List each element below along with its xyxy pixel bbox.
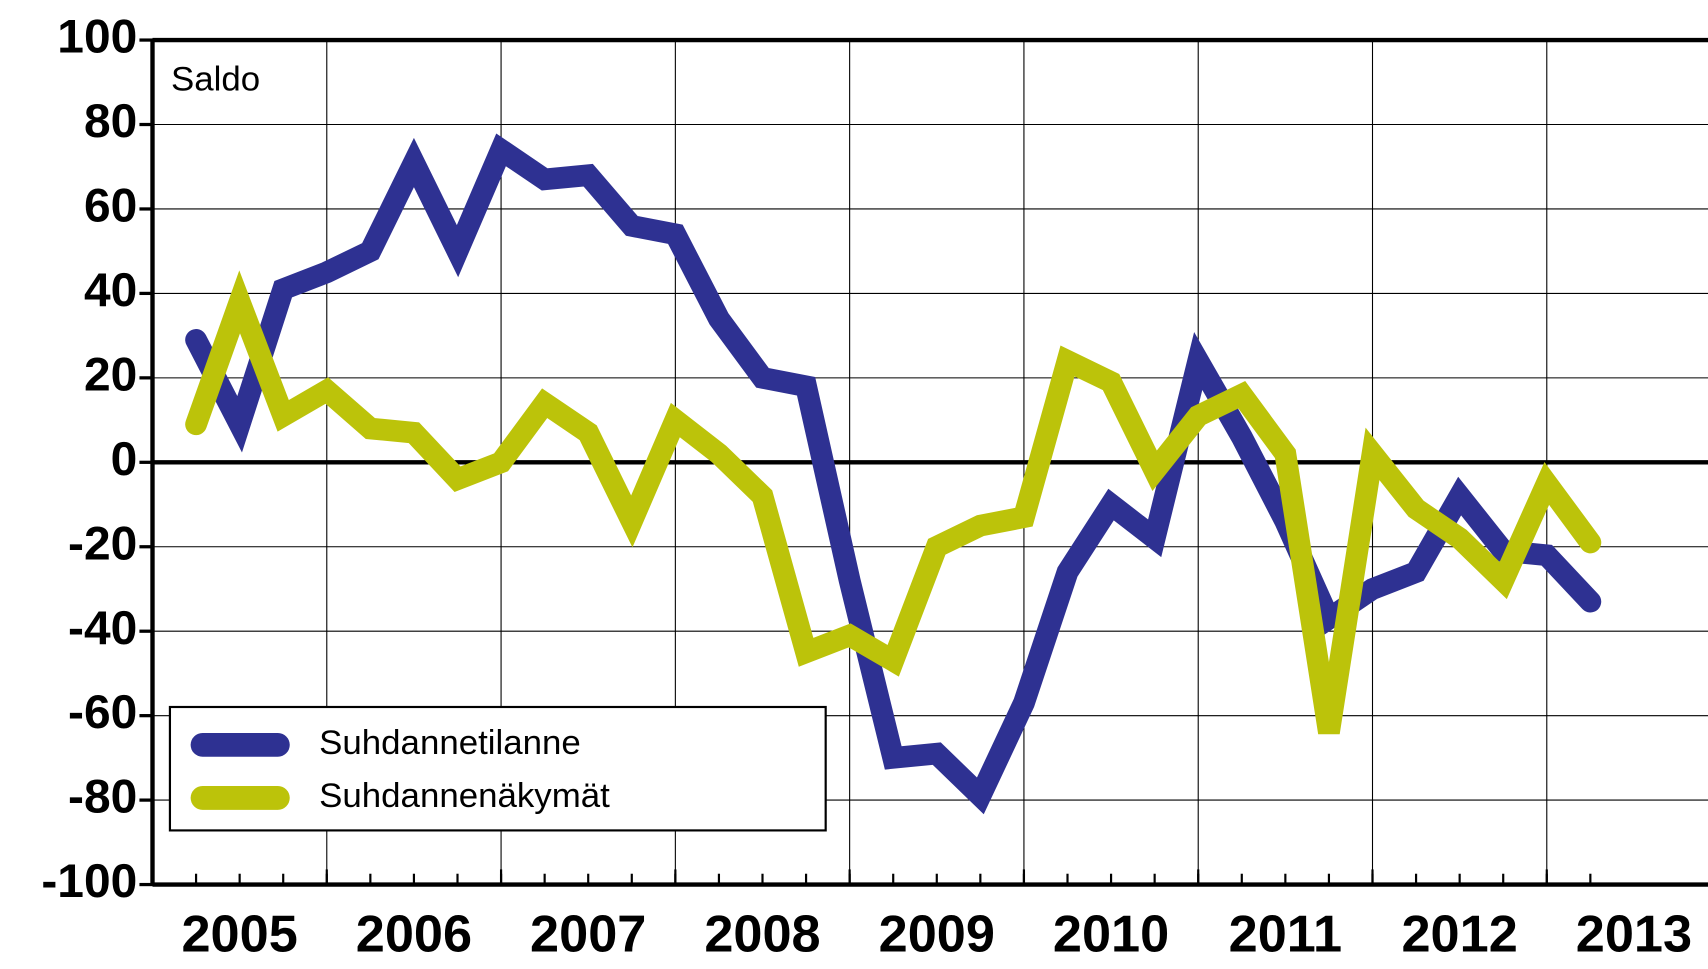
x-tick-label: 2009 [879,905,995,963]
y-tick-label: 60 [84,180,137,233]
x-tick-label: 2010 [1053,905,1169,963]
y-tick-label: -60 [68,686,137,739]
x-tick-label: 2012 [1401,905,1517,963]
x-tick-label: 2013 [1576,905,1692,963]
x-tick-label: 2011 [1229,905,1342,963]
legend: Suhdannetilanne Suhdannenäkymät [168,705,827,832]
y-tick-label: -40 [68,602,137,655]
legend-label: Suhdannenäkymät [319,777,610,815]
y-tick-label: 0 [111,433,138,486]
legend-box [168,705,827,832]
legend-label: Suhdannetilanne [319,724,581,762]
y-tick-label: 100 [57,11,137,64]
x-tick-label: 2006 [356,905,472,963]
y-axis-label: Saldo [171,60,260,98]
series-line [185,270,1602,735]
y-tick-label: 20 [84,349,137,402]
y-tick-label: -20 [68,517,137,570]
y-tick-label: -80 [68,771,137,824]
y-tick-label: -100 [41,855,137,908]
y-tick-label: 80 [84,95,137,148]
x-tick-label: 2008 [704,905,820,963]
x-tick-label: 2005 [181,905,297,963]
x-tick-label: 2007 [530,905,646,963]
y-tick-label: 40 [84,264,137,317]
